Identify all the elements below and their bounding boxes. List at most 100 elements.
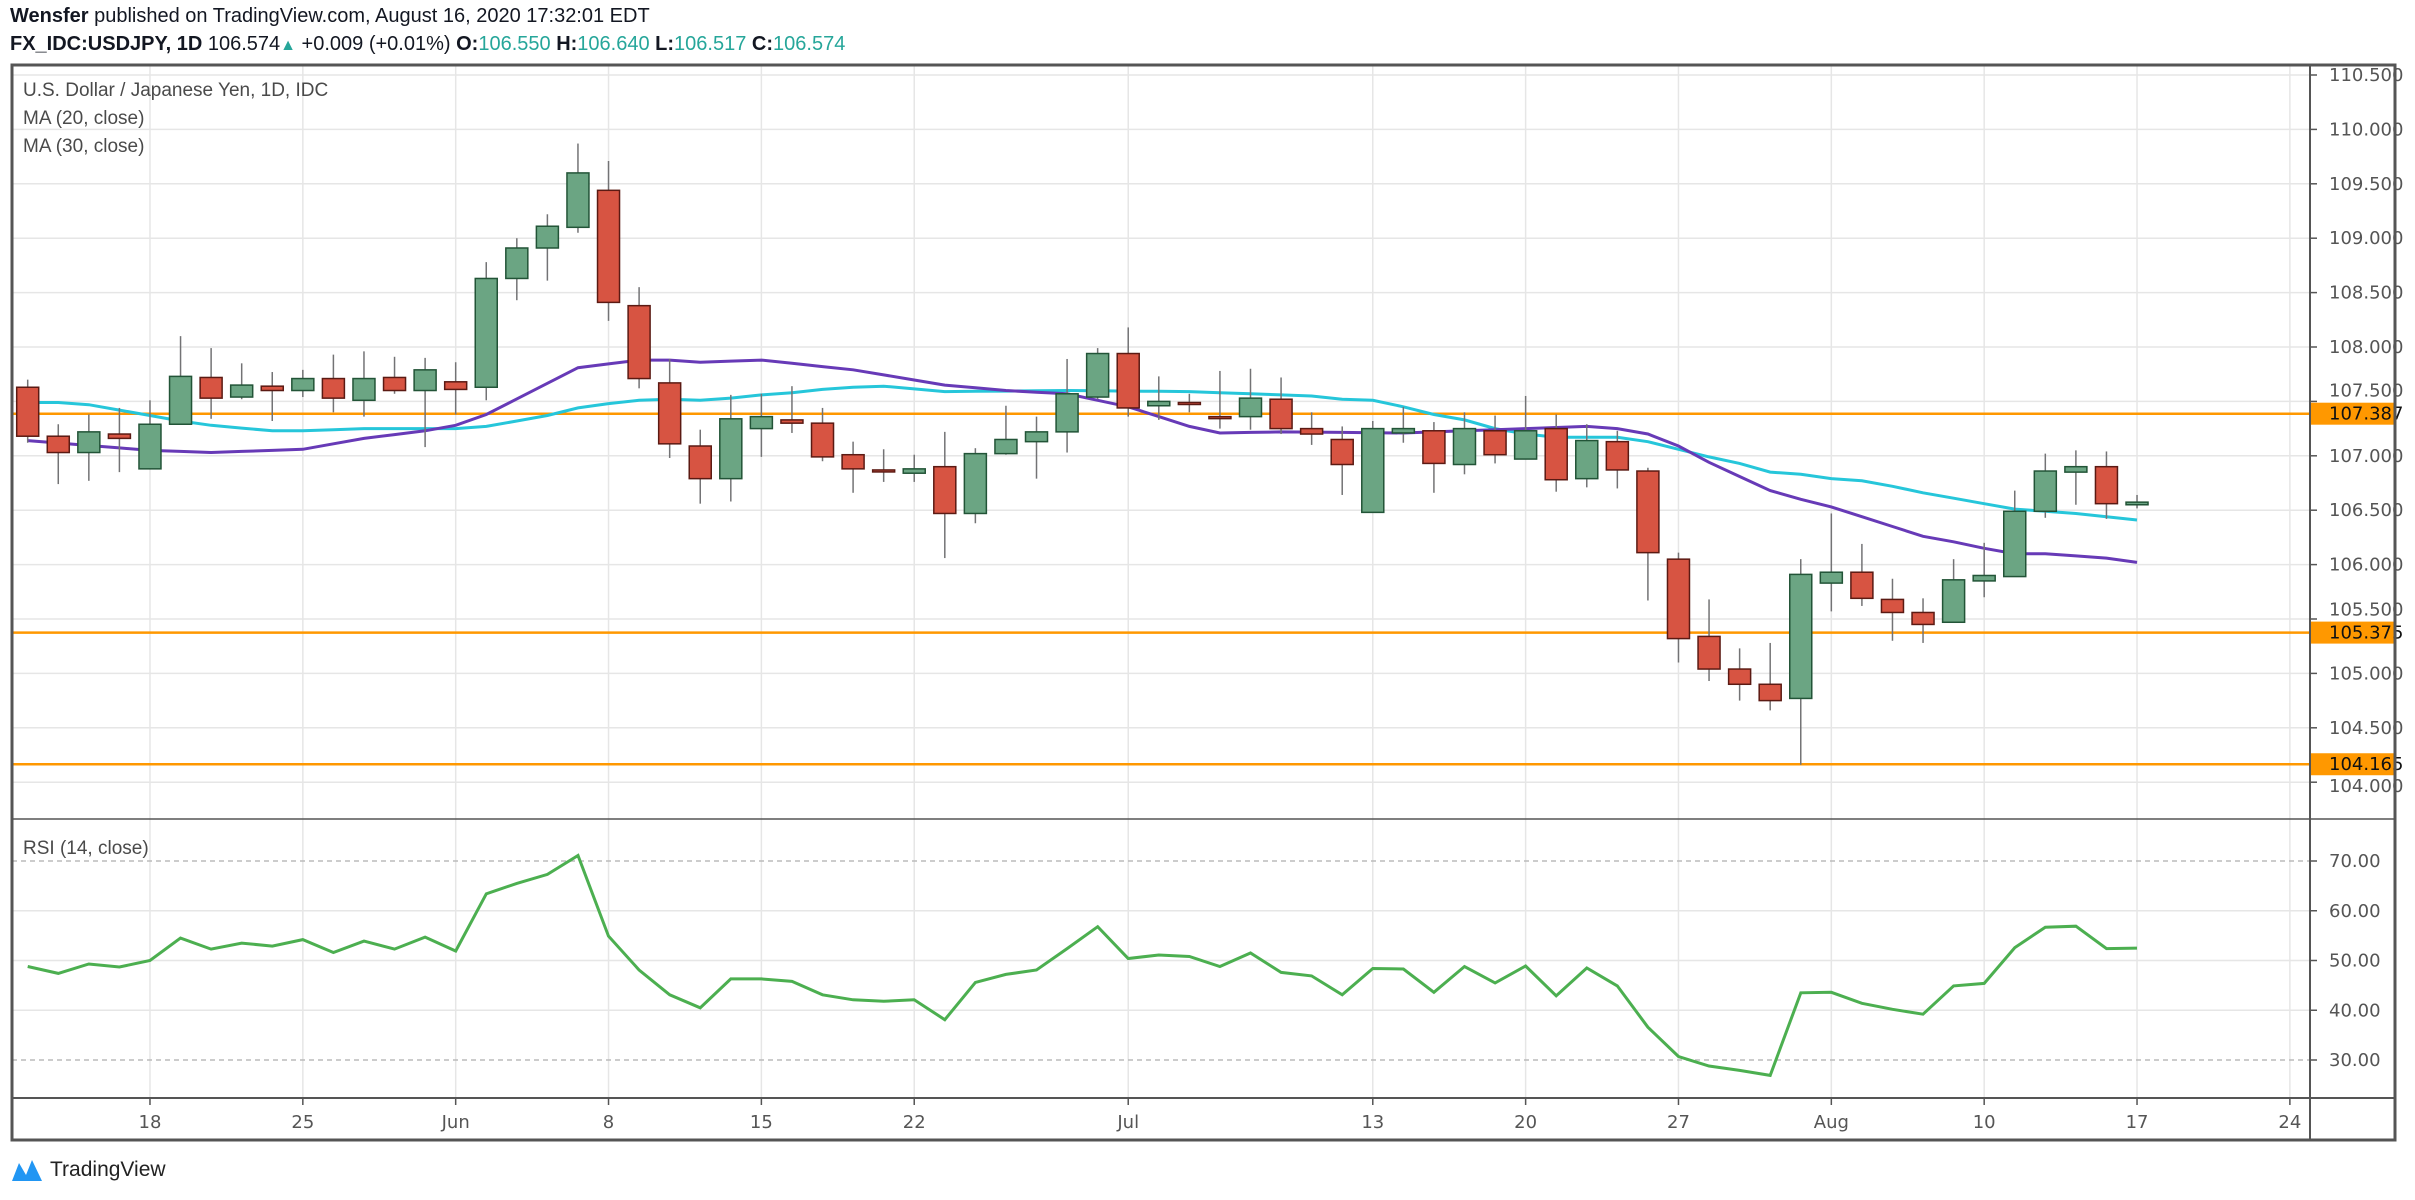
price-tick-label: 109.000 [2329, 228, 2403, 249]
candle [199, 348, 223, 419]
candle-body-down [1636, 470, 1660, 554]
candle-body-up [1452, 427, 1477, 466]
candle-body-down [1697, 635, 1721, 670]
candle-body-down [1911, 611, 1935, 626]
candle-body-up [1819, 571, 1844, 584]
rsi-tick-label: 40.00 [2329, 1000, 2381, 1021]
candle [15, 379, 40, 443]
candle-body-down [1727, 668, 1752, 686]
candle-body-up [1575, 439, 1599, 480]
candle [168, 336, 193, 425]
candle-body-up [1147, 400, 1171, 407]
candle-body-up [535, 225, 560, 249]
time-tick-label: 22 [903, 1112, 926, 1133]
time-tick-label: Jun [441, 1112, 470, 1133]
candle-body-up [994, 438, 1018, 455]
candle-body-up [902, 468, 926, 474]
close-label: C: [751, 33, 774, 55]
ma30-legend[interactable]: MA (30, close) [23, 136, 145, 157]
candle-body-up [229, 384, 254, 398]
candles [15, 143, 2149, 765]
candle [1330, 426, 1354, 495]
candle-body-up [352, 377, 376, 402]
price-tick-label: 107.000 [2329, 446, 2403, 467]
candle [933, 431, 957, 559]
ma20-line [27, 358, 2138, 564]
time-tick-label: Jul [1116, 1112, 1139, 1133]
candle [1513, 395, 1538, 460]
candle-body-down [15, 386, 40, 437]
candle-body-down [688, 445, 712, 480]
candle-body-down [260, 385, 285, 392]
candle-body-up [1513, 430, 1538, 460]
candle-body-down [1269, 398, 1293, 430]
candle [1880, 578, 1905, 641]
rsi-tick-label: 70.00 [2329, 851, 2381, 872]
candle-body-down [1208, 415, 1232, 420]
rsi-tick-label: 60.00 [2329, 901, 2381, 922]
candle [871, 449, 896, 482]
price-tick-label: 107.500 [2329, 381, 2403, 402]
price-tick-label: 106.000 [2329, 555, 2403, 576]
price-tick-label: 104.500 [2329, 718, 2403, 739]
candle-body-down [1605, 440, 1630, 471]
candle [2064, 450, 2088, 505]
candle-body-up [2033, 470, 2058, 513]
symbol-name: FX_IDC:USDJPY, 1D [10, 33, 203, 55]
time-tick-label: 27 [1667, 1112, 1690, 1133]
candle-body-down [1330, 438, 1354, 466]
candle-body-up [2064, 465, 2088, 473]
candle [902, 454, 926, 482]
candle [1483, 415, 1507, 464]
candle [474, 262, 498, 401]
candle [994, 405, 1018, 455]
candle-body-down [1299, 427, 1324, 435]
candle [138, 400, 162, 470]
candle [352, 351, 376, 417]
price-tick-label: 108.500 [2329, 283, 2403, 304]
author-name[interactable]: Wensfer [10, 5, 89, 27]
candle [1238, 368, 1263, 430]
candle-body-down [1758, 683, 1782, 702]
candle [1758, 642, 1782, 711]
price-tick-label: 110.000 [2329, 119, 2403, 140]
time-tick-label: 8 [603, 1112, 614, 1133]
tradingview-logo[interactable]: TradingView [10, 1157, 166, 1183]
candle-body-down [443, 381, 468, 391]
candle-body-down [780, 419, 804, 424]
level-price-badge [2310, 402, 2395, 425]
candle [1452, 412, 1477, 475]
candle [1697, 599, 1721, 682]
up-triangle-icon: ▲ [280, 37, 296, 54]
time-tick-label: Aug [1814, 1112, 1849, 1133]
candle [749, 393, 774, 457]
publish-info: Wensfer published on TradingView.com, Au… [10, 4, 650, 28]
open-value: 106.550 [478, 33, 551, 55]
candle [1085, 348, 1110, 400]
candle-body-up [138, 423, 162, 470]
candle [1269, 377, 1293, 435]
rsi-tick-label: 30.00 [2329, 1050, 2381, 1071]
candle [719, 394, 743, 502]
candle [77, 414, 101, 481]
time-tick-label: 20 [1514, 1112, 1537, 1133]
candle-body-up [1972, 574, 1996, 582]
rsi-tick-label: 50.00 [2329, 951, 2381, 972]
candle-body-up [1085, 352, 1110, 398]
candle-body-up [1024, 431, 1049, 443]
candle [1208, 370, 1232, 429]
price-tick-label: 108.000 [2329, 337, 2403, 358]
candle-body-up [474, 277, 498, 389]
price-tick-label: 110.500 [2329, 65, 2403, 86]
candle-body-down [382, 376, 407, 392]
candle-body-up [749, 415, 774, 430]
candle [841, 441, 865, 493]
low-value: 106.517 [674, 33, 747, 55]
candle [1819, 513, 1844, 612]
ma20-legend[interactable]: MA (20, close) [23, 108, 145, 129]
time-tick-label: 25 [291, 1112, 314, 1133]
price-tick-label: 104.000 [2329, 776, 2403, 797]
candle [1544, 414, 1568, 492]
rsi-legend[interactable]: RSI (14, close) [23, 838, 149, 859]
